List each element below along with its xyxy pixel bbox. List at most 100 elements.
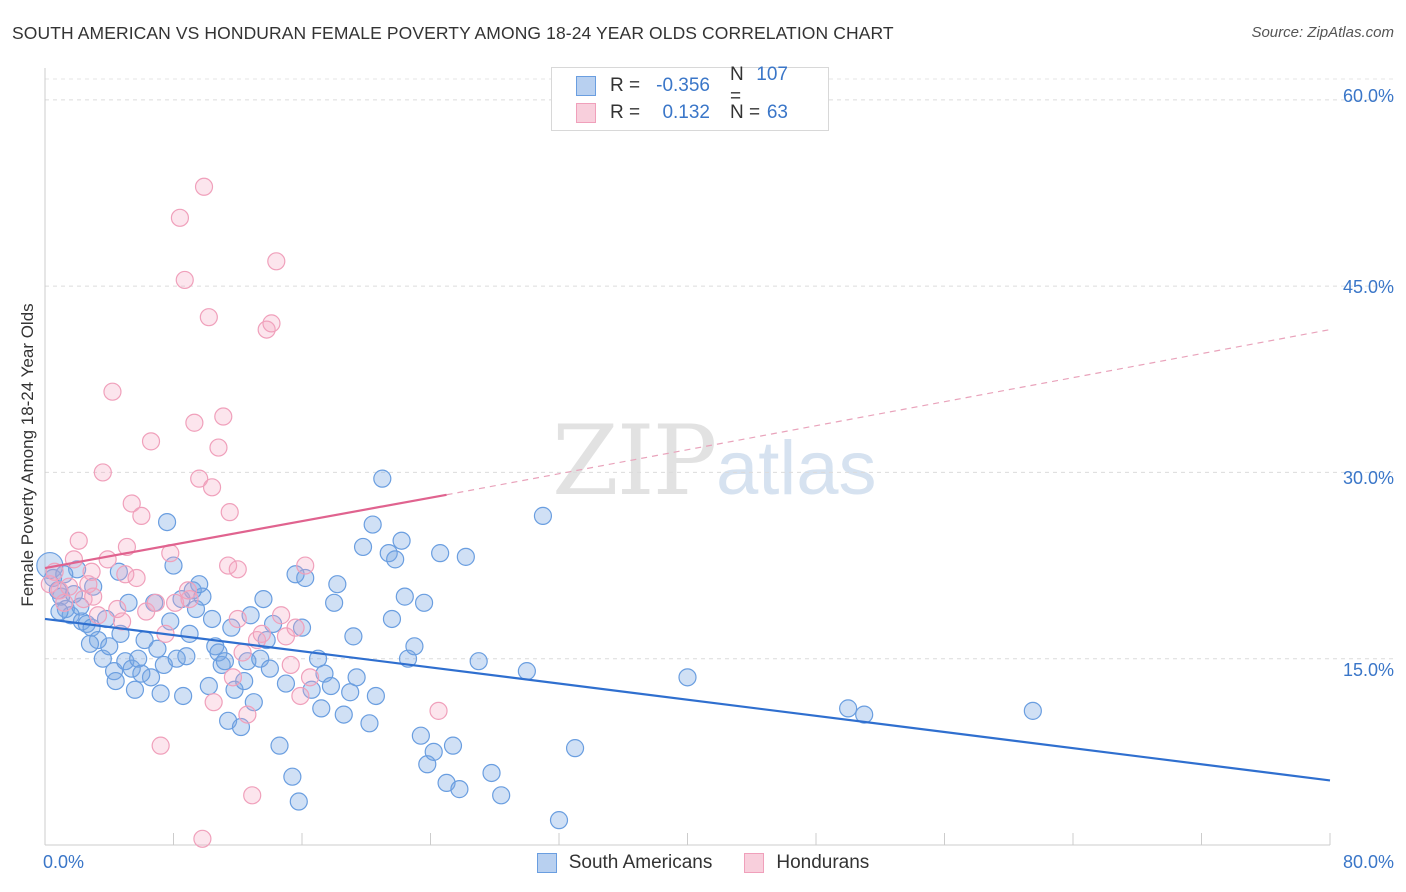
data-point-south-americans xyxy=(517,662,536,681)
data-point-south-americans xyxy=(180,624,199,643)
data-point-hondurans xyxy=(220,503,239,522)
data-point-south-americans xyxy=(678,668,697,687)
data-point-hondurans xyxy=(296,556,315,575)
data-point-south-americans xyxy=(431,544,450,563)
legend-row-south-americans: R = -0.356 N = 107 xyxy=(576,64,788,107)
data-point-hondurans xyxy=(185,413,204,432)
data-point-south-americans xyxy=(129,649,148,668)
data-point-hondurans xyxy=(262,314,281,333)
legend-r-value: 0.132 xyxy=(662,102,710,123)
data-point-hondurans xyxy=(151,736,170,755)
data-point-south-americans xyxy=(334,705,353,724)
data-point-south-americans xyxy=(106,671,125,691)
correlation-legend: R = -0.356 N = 107 R = 0.132 N = 63 xyxy=(551,64,829,131)
data-point-south-americans xyxy=(202,609,222,629)
legend-n-value: 63 xyxy=(766,102,788,123)
data-point-south-americans xyxy=(84,577,103,596)
data-point-hondurans xyxy=(116,565,135,584)
legend-n-label: N = xyxy=(730,64,744,107)
y-tick-label-30: 30.0% xyxy=(1342,468,1394,488)
chart-source: Source: ZipAtlas.com xyxy=(1251,24,1394,41)
data-point-south-americans xyxy=(174,686,193,706)
legend-item-south-americans: South Americans xyxy=(536,852,712,874)
data-point-south-americans xyxy=(373,469,392,488)
legend-r-label: R = xyxy=(610,102,641,123)
data-point-south-americans xyxy=(151,684,170,703)
trendline-hondurans-projection xyxy=(446,329,1331,496)
data-point-south-americans xyxy=(855,705,874,724)
data-point-south-americans xyxy=(321,676,341,696)
data-point-south-americans xyxy=(235,671,254,691)
legend-swatch-pink xyxy=(576,103,596,123)
data-point-south-americans xyxy=(456,547,475,566)
data-point-hondurans xyxy=(429,701,448,720)
trendline-hondurans xyxy=(44,493,447,570)
data-point-south-americans xyxy=(395,587,414,606)
data-point-south-americans xyxy=(141,668,161,687)
data-point-south-americans xyxy=(257,630,276,650)
data-point-hondurans xyxy=(170,208,190,227)
legend-swatch-pink xyxy=(744,853,765,873)
series-legend: South Americans Hondurans xyxy=(0,852,1406,874)
legend-row-hondurans: R = 0.132 N = 63 xyxy=(576,100,788,126)
data-point-hondurans xyxy=(204,693,223,712)
data-point-hondurans xyxy=(178,581,198,600)
data-point-south-americans xyxy=(80,634,100,653)
data-point-south-americans xyxy=(366,686,385,706)
data-point-hondurans xyxy=(64,550,84,569)
data-point-south-americans xyxy=(199,676,218,696)
data-point-hondurans xyxy=(98,550,117,569)
data-point-hondurans xyxy=(190,469,209,488)
data-point-south-americans xyxy=(296,568,315,588)
legend-item-hondurans: Hondurans xyxy=(744,852,869,874)
data-point-south-americans xyxy=(405,637,424,656)
data-point-hondurans xyxy=(267,252,286,271)
data-point-south-americans xyxy=(469,652,488,671)
data-point-south-americans xyxy=(344,627,363,646)
data-point-hondurans xyxy=(272,606,291,625)
data-point-south-americans xyxy=(292,618,312,637)
data-point-hondurans xyxy=(286,618,305,637)
data-point-south-americans xyxy=(251,649,270,668)
data-point-hondurans xyxy=(175,270,194,290)
data-point-hondurans xyxy=(257,320,276,339)
data-point-south-americans xyxy=(122,659,141,678)
data-point-south-americans xyxy=(283,767,302,786)
data-point-south-americans xyxy=(360,714,379,733)
data-point-hondurans xyxy=(228,609,247,629)
data-point-south-americans xyxy=(260,659,279,678)
data-point-south-americans xyxy=(492,786,511,805)
data-point-hondurans xyxy=(166,593,185,612)
data-point-hondurans xyxy=(252,624,271,643)
data-point-south-americans xyxy=(215,652,234,671)
data-point-south-americans xyxy=(382,609,402,629)
data-point-south-americans xyxy=(565,739,585,758)
data-point-hondurans xyxy=(238,705,257,724)
data-point-hondurans xyxy=(209,438,228,457)
legend-n-value: 107 xyxy=(756,64,788,85)
data-point-south-americans xyxy=(190,575,209,594)
data-point-south-americans xyxy=(100,637,119,656)
data-point-south-americans xyxy=(533,506,553,525)
watermark-atlas: atlas xyxy=(716,426,877,511)
data-point-hondurans xyxy=(122,494,141,513)
legend-label-hondurans: Hondurans xyxy=(776,852,870,873)
data-point-south-americans xyxy=(353,537,373,557)
data-point-south-americans xyxy=(347,668,366,687)
legend-r-label: R = xyxy=(610,75,641,96)
legend-r-value: -0.356 xyxy=(656,75,710,96)
data-point-hondurans xyxy=(84,587,103,606)
y-tick-label-15: 15.0% xyxy=(1342,660,1394,680)
x-tick-label-min: 0.0% xyxy=(43,852,85,872)
data-point-hondurans xyxy=(233,643,252,662)
data-point-south-americans xyxy=(414,593,434,612)
legend-swatch-blue xyxy=(536,853,557,873)
data-point-hondurans xyxy=(300,668,320,687)
y-tick-label-45: 45.0% xyxy=(1342,277,1394,297)
data-point-south-americans xyxy=(177,647,196,666)
data-point-hondurans xyxy=(199,308,218,327)
data-point-south-americans xyxy=(386,550,405,569)
data-point-south-americans xyxy=(325,593,344,612)
data-point-south-americans xyxy=(450,780,469,799)
